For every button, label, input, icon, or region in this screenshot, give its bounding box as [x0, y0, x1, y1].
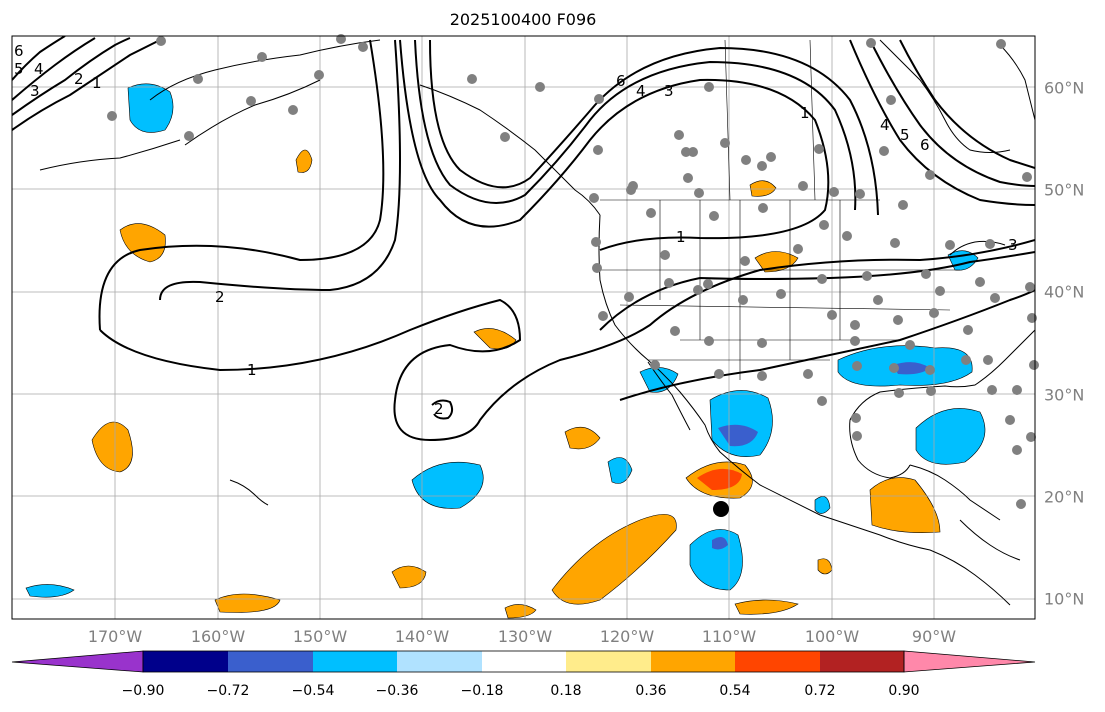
longitude-label: 150°W — [292, 627, 348, 646]
longitude-label: 160°W — [190, 627, 246, 646]
anomaly-positive — [91, 421, 133, 473]
anomaly-positive — [869, 477, 941, 533]
colorbar-segment — [735, 651, 820, 672]
contour-label: 1 — [92, 74, 102, 92]
colorbar-segment — [143, 651, 228, 672]
colorbar-tick: −0.36 — [375, 683, 419, 699]
contour-labels: 6 5 4 3 2 1 2 1 1 6 4 3 4 5 6 1 3 2 — [14, 42, 1018, 418]
contour-label: 1 — [676, 228, 686, 246]
colorbar-segment — [397, 651, 482, 672]
colorbar-tick: 0.90 — [888, 683, 920, 699]
colorbar-segment — [482, 651, 566, 672]
anomaly-negative — [411, 461, 484, 509]
colorbar-tick: −0.54 — [291, 683, 335, 699]
colorbar-tick: −0.18 — [460, 683, 504, 699]
contour-label: 5 — [14, 60, 24, 78]
longitude-label: 140°W — [394, 627, 450, 646]
colorbar — [11, 650, 1036, 673]
longitude-label: 130°W — [497, 627, 553, 646]
anomaly-positive — [504, 604, 537, 619]
contour-label: 6 — [616, 72, 626, 90]
latitude-label: 10°N — [1044, 589, 1085, 609]
anomaly-negative — [915, 408, 986, 465]
colorbar-frame — [142, 650, 905, 673]
contour-label: 3 — [1008, 236, 1018, 254]
latitude-label: 30°N — [1044, 385, 1085, 405]
longitude-label: 170°W — [87, 627, 143, 646]
contour-label: 2 — [74, 70, 84, 88]
anomaly-negative — [607, 457, 633, 484]
coastlines — [39, 39, 1035, 606]
colorbar-tick: −0.90 — [121, 683, 165, 699]
anomaly-positive — [749, 180, 777, 197]
contour-label: 5 — [900, 126, 910, 144]
colorbar-segment — [566, 651, 651, 672]
longitude-label: 100°W — [804, 627, 860, 646]
longitude-label: 120°W — [599, 627, 655, 646]
anomaly-shading — [25, 83, 986, 619]
anomaly-positive — [119, 223, 166, 263]
anomaly-strong-positive — [697, 468, 742, 490]
colorbar-tick: 0.36 — [635, 683, 667, 699]
map-frame — [11, 35, 1036, 620]
anomaly-positive — [734, 599, 799, 615]
anomaly-negative — [814, 496, 831, 514]
station-markers — [107, 34, 1039, 509]
colorbar-segment — [820, 651, 904, 672]
contour-label: 3 — [664, 82, 674, 100]
colorbar-tick: 0.72 — [804, 683, 836, 699]
forecast-marker — [713, 501, 729, 517]
latitude-label: 20°N — [1044, 487, 1085, 507]
colorbar-tick: 0.54 — [719, 683, 751, 699]
contour-label: 1 — [800, 104, 810, 122]
contour-label: 3 — [30, 82, 40, 100]
longitude-label: 90°W — [911, 627, 957, 646]
colorbar-segment — [313, 651, 397, 672]
latitude-label: 50°N — [1044, 180, 1085, 200]
colorbar-over-arrow — [903, 650, 1036, 673]
plot-title: 2025100400 F096 — [449, 10, 597, 29]
anomaly-strong-negative — [712, 536, 728, 550]
colorbar-tick: −0.72 — [206, 683, 250, 699]
contour-label: 2 — [215, 288, 225, 306]
contour-label: 2 — [434, 400, 444, 418]
contour-label: 4 — [636, 82, 646, 100]
anomaly-negative — [817, 558, 833, 575]
colorbar-segment — [228, 651, 313, 672]
anomaly-positive — [551, 514, 677, 605]
contour-label: 1 — [247, 361, 257, 379]
longitude-label: 110°W — [701, 627, 757, 646]
graticule — [12, 36, 1035, 619]
anomaly-strong-negative — [718, 424, 758, 447]
anomaly-positive — [391, 565, 427, 589]
contour-label: 6 — [14, 42, 24, 60]
contour-label: 4 — [34, 60, 44, 78]
colorbar-tick: 0.18 — [550, 683, 582, 699]
contour-label: 6 — [920, 136, 930, 154]
contour-lines — [12, 36, 1035, 442]
anomaly-negative — [25, 584, 75, 598]
latitude-label: 40°N — [1044, 282, 1085, 302]
latitude-label: 60°N — [1044, 78, 1085, 98]
anomaly-strong-negative — [893, 362, 930, 375]
contour-label: 4 — [880, 116, 890, 134]
anomaly-positive — [214, 593, 281, 613]
anomaly-negative — [127, 83, 174, 133]
anomaly-positive — [295, 149, 313, 173]
anomaly-positive — [564, 426, 601, 450]
colorbar-segment — [651, 651, 735, 672]
anomaly-negative — [709, 390, 773, 457]
colorbar-under-arrow — [11, 650, 144, 673]
